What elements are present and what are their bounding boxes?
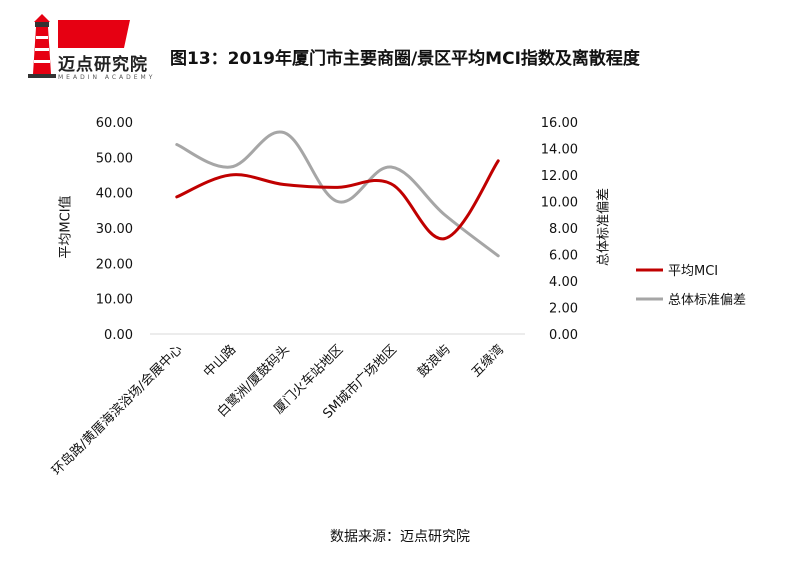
left-tick-label: 50.00 bbox=[96, 151, 133, 166]
chart-canvas: 0.00 10.00 20.00 30.00 40.00 50.00 60.00 0.00 2… bbox=[49, 116, 746, 479]
right-tick-label: 0.00 bbox=[549, 328, 578, 343]
legend-label: 总体标准偏差 bbox=[668, 293, 746, 308]
series-line-std bbox=[175, 130, 500, 258]
right-tick-label: 14.00 bbox=[541, 143, 578, 158]
logo bbox=[22, 12, 142, 82]
right-tick-label: 2.00 bbox=[549, 302, 578, 317]
left-tick-label: 10.00 bbox=[96, 293, 133, 308]
legend-label: 平均MCI bbox=[668, 264, 718, 279]
right-tick-label: 4.00 bbox=[549, 275, 578, 290]
legend: 平均MCI 总体标准偏差 bbox=[636, 264, 746, 308]
chart-title: 图13：2019年厦门市主要商圈/景区平均MCI指数及离散程度 bbox=[170, 49, 640, 69]
category-labels: 环岛路/黄厝海滨浴场/会展中心 中山路白鹭洲/厦鼓码头厦门火车站地区SM城市广场地… bbox=[49, 342, 507, 479]
series-line-mci bbox=[175, 159, 500, 241]
right-tick-label: 16.00 bbox=[541, 116, 578, 131]
category-label: 五缘湾 bbox=[468, 342, 507, 381]
logo-text: 迈点研究院 bbox=[58, 55, 148, 75]
left-tick-label: 30.00 bbox=[96, 222, 133, 237]
left-tick-label: 40.00 bbox=[96, 187, 133, 202]
data-source: 数据来源：迈点研究院 bbox=[330, 529, 470, 545]
series-lines bbox=[175, 130, 500, 258]
right-tick-label: 6.00 bbox=[549, 249, 578, 264]
left-tick-label: 60.00 bbox=[96, 116, 133, 131]
right-tick-label: 8.00 bbox=[549, 222, 578, 237]
lighthouse-icon bbox=[28, 14, 56, 78]
left-axis-ticks: 0.00 10.00 20.00 30.00 40.00 50.00 60.00 bbox=[96, 116, 133, 343]
category-label: 中山路 bbox=[200, 342, 239, 381]
y-axis-label-right: 总体标准偏差 bbox=[596, 187, 612, 267]
left-tick-label: 0.00 bbox=[104, 328, 133, 343]
category-label: 环岛路/黄厝海滨浴场/会展中心 bbox=[49, 342, 186, 479]
category-label: 鼓浪屿 bbox=[415, 342, 453, 380]
y-axis-label-left: 平均MCI值 bbox=[58, 195, 74, 259]
right-tick-label: 12.00 bbox=[541, 169, 578, 184]
logo-subtext: MEADIN ACADEMY bbox=[58, 74, 156, 81]
right-tick-label: 10.00 bbox=[541, 196, 578, 211]
right-axis-ticks: 0.00 2.00 4.00 6.00 8.00 10.00 12.00 14.00 16.00 bbox=[541, 116, 578, 343]
logo-flag-shape bbox=[58, 20, 130, 48]
left-tick-label: 20.00 bbox=[96, 257, 133, 272]
